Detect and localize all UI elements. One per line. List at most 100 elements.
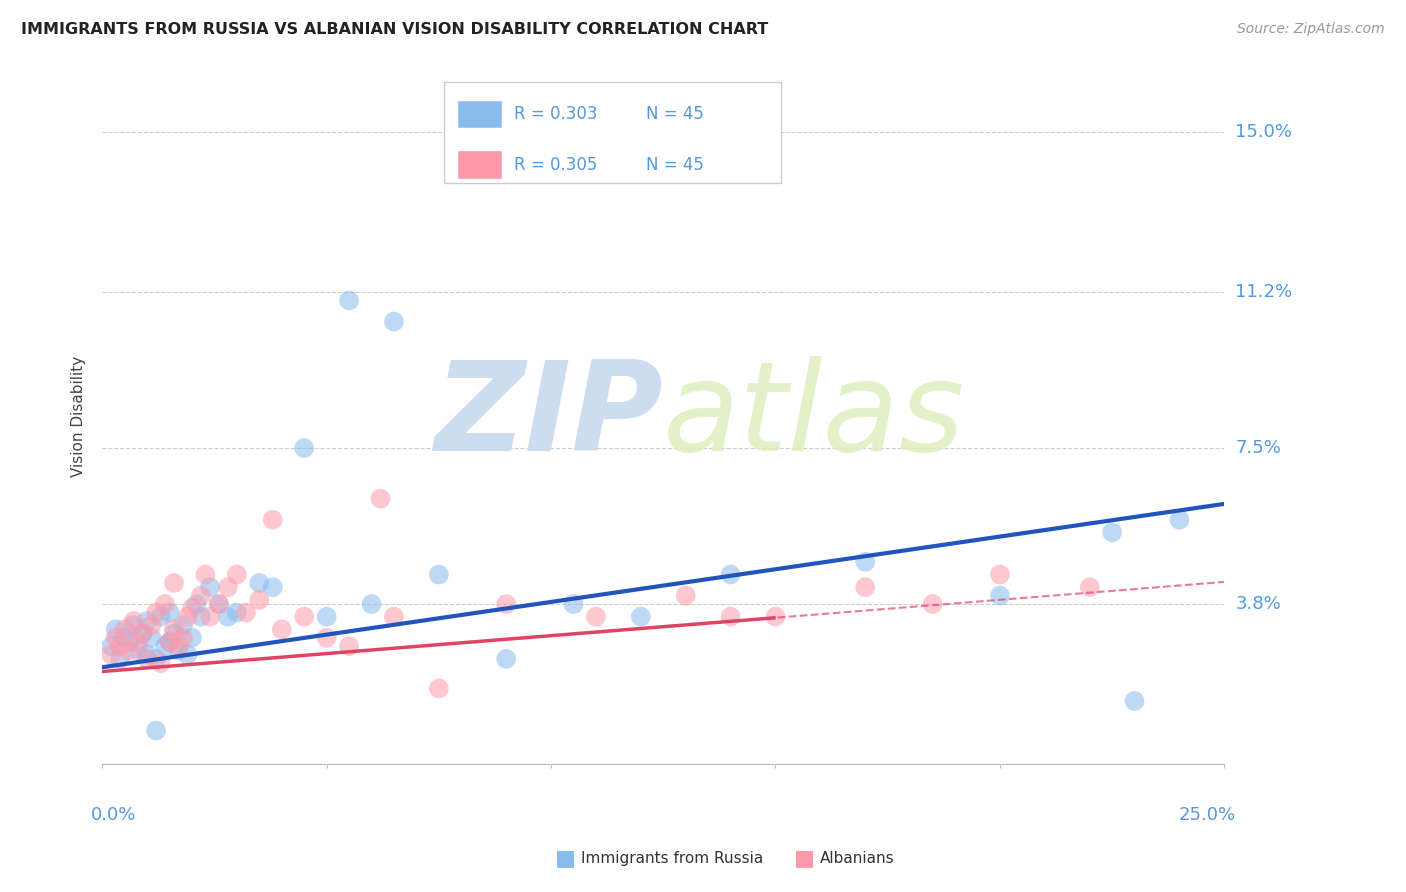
Point: [190, 589, 212, 603]
Point: [131, 626, 153, 640]
Point: [198, 609, 221, 624]
Point: [167, 639, 190, 653]
Point: [100, 639, 122, 653]
Point: [1078, 580, 1101, 594]
Point: [853, 555, 876, 569]
Point: [1123, 694, 1146, 708]
Text: 11.2%: 11.2%: [1236, 283, 1292, 301]
Point: [181, 601, 204, 615]
Point: [159, 635, 181, 649]
Point: [262, 580, 284, 594]
Point: [108, 639, 131, 653]
Text: 15.0%: 15.0%: [1236, 123, 1292, 141]
Point: [159, 635, 181, 649]
Point: [1101, 525, 1123, 540]
Point: [585, 609, 607, 624]
FancyBboxPatch shape: [444, 82, 782, 184]
Point: [208, 597, 231, 611]
Bar: [458, 101, 501, 128]
Point: [127, 635, 149, 649]
Point: [208, 597, 231, 611]
Point: [104, 631, 127, 645]
Point: [720, 567, 742, 582]
Point: [262, 513, 284, 527]
Text: ZIP: ZIP: [434, 356, 664, 477]
Point: [194, 567, 217, 582]
Point: [675, 589, 697, 603]
Text: 3.8%: 3.8%: [1236, 595, 1281, 613]
Point: [382, 314, 405, 328]
Point: [217, 580, 239, 594]
Point: [159, 606, 181, 620]
Point: [337, 639, 360, 653]
Point: [100, 648, 122, 662]
Point: [114, 623, 136, 637]
Point: [186, 597, 208, 611]
Point: [235, 606, 257, 620]
Point: [163, 626, 186, 640]
Bar: [458, 152, 501, 178]
Point: [172, 631, 194, 645]
Point: [153, 639, 176, 653]
Text: atlas: atlas: [664, 356, 966, 477]
Text: ■: ■: [794, 848, 815, 868]
Text: 25.0%: 25.0%: [1178, 806, 1236, 824]
Point: [136, 652, 159, 666]
Point: [118, 635, 141, 649]
Text: N = 45: N = 45: [647, 155, 704, 174]
Point: [225, 606, 247, 620]
Point: [136, 648, 159, 662]
Point: [172, 618, 194, 632]
Point: [145, 652, 167, 666]
Point: [427, 681, 450, 696]
Text: Source: ZipAtlas.com: Source: ZipAtlas.com: [1237, 22, 1385, 37]
Text: IMMIGRANTS FROM RUSSIA VS ALBANIAN VISION DISABILITY CORRELATION CHART: IMMIGRANTS FROM RUSSIA VS ALBANIAN VISIO…: [21, 22, 768, 37]
Point: [720, 609, 742, 624]
Point: [131, 626, 153, 640]
Point: [145, 723, 167, 738]
Point: [495, 652, 517, 666]
Point: [108, 652, 131, 666]
Point: [292, 441, 315, 455]
Point: [163, 576, 186, 591]
Point: [176, 609, 198, 624]
Point: [315, 631, 337, 645]
Point: [1168, 513, 1191, 527]
Text: Albanians: Albanians: [820, 851, 894, 865]
Point: [122, 614, 145, 628]
Point: [145, 606, 167, 620]
Text: 7.5%: 7.5%: [1236, 439, 1281, 457]
Point: [247, 592, 270, 607]
Point: [370, 491, 392, 506]
Point: [163, 623, 186, 637]
Point: [149, 656, 172, 670]
Text: Immigrants from Russia: Immigrants from Russia: [581, 851, 763, 865]
Point: [495, 597, 517, 611]
Point: [217, 609, 239, 624]
Point: [247, 576, 270, 591]
Point: [136, 614, 159, 628]
Point: [190, 609, 212, 624]
Point: [114, 631, 136, 645]
Point: [122, 618, 145, 632]
Point: [118, 643, 141, 657]
Point: [765, 609, 787, 624]
Point: [853, 580, 876, 594]
Text: R = 0.305: R = 0.305: [515, 155, 598, 174]
Point: [382, 609, 405, 624]
Point: [630, 609, 652, 624]
Text: 0.0%: 0.0%: [91, 806, 136, 824]
Point: [270, 623, 292, 637]
Point: [315, 609, 337, 624]
Text: ■: ■: [555, 848, 576, 868]
Point: [198, 580, 221, 594]
Y-axis label: Vision Disability: Vision Disability: [72, 356, 86, 477]
Point: [988, 589, 1011, 603]
Point: [360, 597, 382, 611]
Point: [176, 648, 198, 662]
Point: [562, 597, 585, 611]
Text: R = 0.303: R = 0.303: [515, 105, 598, 123]
Point: [337, 293, 360, 308]
Point: [225, 567, 247, 582]
Point: [427, 567, 450, 582]
